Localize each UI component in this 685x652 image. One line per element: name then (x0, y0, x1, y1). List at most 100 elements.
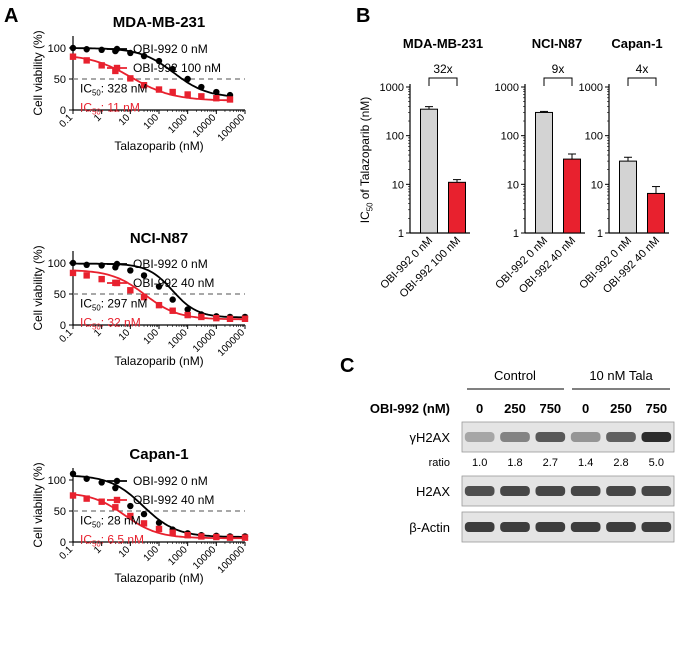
ic50-bar (420, 108, 438, 234)
blot-row-label: γH2AX (410, 430, 451, 445)
data-point (98, 262, 105, 269)
y-tick-label: 100 (48, 43, 66, 55)
data-point (69, 259, 77, 267)
data-point (83, 475, 90, 482)
protein-band (570, 522, 601, 532)
data-point (112, 484, 119, 492)
data-point (69, 269, 77, 277)
data-point (184, 306, 191, 313)
x-tick-label: 1000 (166, 112, 190, 136)
data-point (241, 315, 249, 322)
bar-y-tick-label: 100 (386, 131, 404, 143)
ratio-value: 2.8 (613, 457, 628, 469)
ratio-value: 1.0 (472, 457, 487, 469)
y-axis-label: Cell viability (%) (31, 462, 45, 547)
blot-membrane (461, 511, 675, 543)
condition-label-control: Control (494, 368, 536, 383)
bar-y-tick-label: 1000 (495, 82, 519, 94)
protein-band (535, 432, 566, 442)
ic50-annotation: IC50: 32 nM (80, 315, 141, 331)
dose-label: 750 (645, 401, 667, 416)
x-tick-label: 10 (117, 112, 133, 128)
data-point (69, 53, 77, 60)
data-point (83, 46, 90, 53)
ic50-annotation: IC50: 11 nM (80, 100, 140, 116)
data-point (83, 261, 90, 269)
x-axis-label: Talazoparib (nM) (114, 354, 203, 368)
ic50-annotation: IC50: 28 nM (80, 513, 141, 529)
data-point (213, 95, 220, 102)
bar-y-tick-label: 1 (398, 228, 404, 240)
y-tick-label: 50 (54, 506, 66, 518)
ic50-bar (619, 160, 637, 234)
data-point (140, 293, 148, 301)
protein-band (606, 522, 636, 532)
data-point (83, 272, 90, 279)
ratio-value: 1.8 (507, 457, 522, 469)
data-point (155, 283, 163, 290)
condition-label-tala: 10 nM Tala (589, 368, 653, 383)
ratio-value: 5.0 (649, 457, 664, 469)
chart-title: Capan-1 (129, 446, 188, 463)
data-point (213, 88, 220, 96)
bar-group-title: Capan-1 (611, 36, 662, 51)
legend-label: OBI-992 0 nM (133, 42, 208, 56)
protein-band (500, 432, 530, 442)
data-point (213, 314, 220, 322)
protein-band (606, 432, 636, 442)
bar-group-title: MDA-MB-231 (403, 36, 483, 51)
panel-b-ic50-bars: IC50 of Talazoparib (nM) MDA-MB-231 1 10 100… (358, 36, 669, 300)
y-tick-label: 0 (60, 105, 66, 117)
bar-y-tick-label: 100 (585, 131, 603, 143)
dose-label: 0 (582, 401, 589, 416)
dose-label: 0 (476, 401, 483, 416)
x-tick-label: 100 (142, 327, 162, 347)
protein-band (641, 486, 672, 496)
fold-change-label: 32x (433, 62, 452, 76)
data-point (169, 529, 176, 536)
data-point (226, 315, 234, 322)
blot-row-1: γH2AX (410, 421, 675, 453)
legend-marker (113, 64, 121, 72)
data-point (83, 57, 90, 64)
data-point (169, 88, 176, 96)
ic50-bar (647, 192, 665, 234)
blot-membrane (461, 421, 675, 453)
bar-y-axis-label: IC50 of Talazoparib (nM) (358, 97, 374, 224)
data-point (140, 52, 148, 60)
fold-bracket (428, 77, 458, 86)
protein-band (500, 522, 530, 532)
data-point (169, 307, 176, 314)
bar-y-tick-label: 1 (597, 228, 603, 240)
ic50-bar (535, 111, 553, 234)
x-axis-label: Talazoparib (nM) (114, 139, 203, 153)
panel-letter-c: C (340, 355, 354, 377)
legend-marker (113, 279, 121, 287)
data-point (98, 62, 105, 69)
bar-y-tick-label: 10 (591, 179, 603, 191)
protein-band (464, 432, 495, 442)
data-point (198, 533, 205, 540)
dose-header: OBI-992 (nM) (370, 401, 450, 416)
protein-band (464, 486, 495, 496)
panel-c-western-blot: Control 10 nM Tala OBI-992 (nM) 0 250 750 0 250… (370, 368, 675, 543)
y-tick-label: 0 (60, 320, 66, 332)
fold-bracket (627, 77, 657, 86)
legend-marker (113, 496, 121, 504)
x-tick-label: 1000 (166, 544, 190, 568)
data-point (198, 83, 205, 91)
legend-label: OBI-992 40 nM (133, 276, 214, 290)
panel-letter-a: A (4, 5, 18, 27)
data-point (226, 96, 234, 103)
data-point (184, 531, 191, 539)
ic50-bar (448, 181, 466, 234)
y-tick-label: 100 (48, 258, 66, 270)
x-tick-label: 100000 (216, 544, 248, 576)
blot-row-label: H2AX (416, 484, 450, 499)
x-tick-label: 10000 (191, 327, 219, 355)
ic50-annotation: IC50: 328 nM (80, 81, 147, 97)
